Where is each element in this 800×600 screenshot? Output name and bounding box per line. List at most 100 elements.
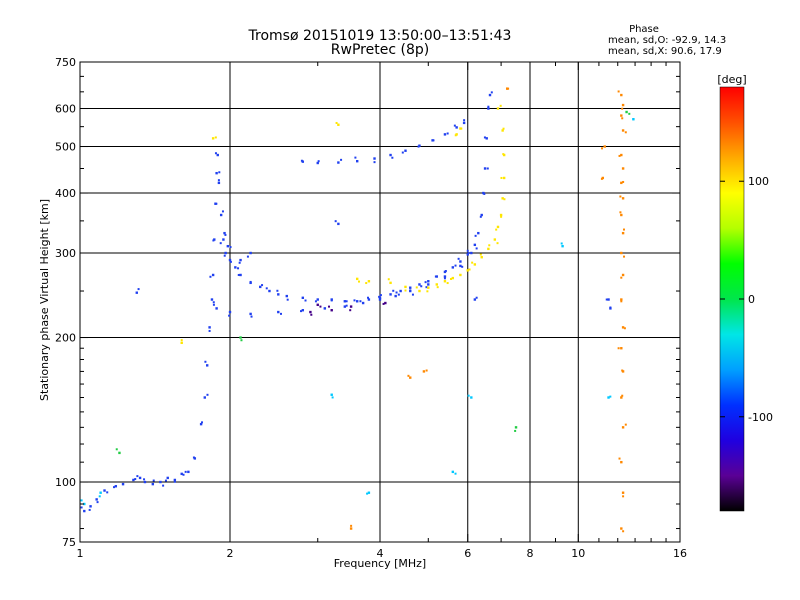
data-point [500, 176, 503, 179]
y-tick-label: 100 [55, 476, 76, 489]
data-point [334, 220, 337, 223]
data-point [331, 396, 334, 399]
data-point [259, 285, 262, 289]
data-point [475, 296, 478, 299]
data-point [427, 280, 430, 283]
data-point [162, 484, 165, 487]
data-point [228, 310, 232, 314]
data-point [378, 295, 381, 298]
data-point [304, 299, 307, 302]
data-point [215, 202, 218, 205]
chart-title-line2: RwPretec (8p) [331, 42, 429, 58]
data-point [96, 501, 99, 504]
data-point [216, 153, 219, 157]
data-point [211, 273, 215, 277]
data-point [618, 457, 621, 460]
data-point [463, 119, 466, 122]
data-point [268, 289, 271, 293]
data-point [159, 480, 162, 484]
grid [80, 62, 680, 542]
data-point [473, 298, 477, 301]
data-point [514, 426, 518, 429]
data-point [219, 242, 222, 245]
data-point [373, 157, 376, 160]
data-point [151, 482, 155, 486]
data-point [451, 276, 455, 280]
data-point [224, 251, 227, 255]
data-point [319, 305, 322, 308]
data-point [480, 256, 483, 259]
data-point [426, 290, 429, 293]
data-point [215, 307, 218, 310]
data-point [137, 288, 140, 291]
data-point [353, 299, 356, 302]
data-point [621, 129, 625, 132]
data-point [335, 121, 338, 124]
y-tick-label: 600 [55, 103, 76, 116]
data-point [496, 225, 500, 229]
data-point [625, 110, 628, 114]
data-point [471, 261, 474, 264]
data-point [620, 276, 623, 279]
data-point [468, 268, 471, 271]
data-point [180, 339, 183, 342]
data-point [234, 266, 237, 269]
data-point [404, 285, 407, 289]
data-point [277, 293, 280, 296]
data-point [379, 294, 382, 297]
data-point [507, 87, 510, 90]
data-point [389, 281, 392, 285]
data-point [488, 93, 492, 97]
data-point [502, 176, 506, 180]
data-point [395, 291, 398, 294]
data-point [624, 131, 627, 134]
data-point [621, 117, 624, 120]
data-point [479, 215, 482, 218]
data-point [409, 286, 412, 289]
data-point [354, 156, 357, 159]
phase-x-stats: mean, sd,X: 90.6, 17.9 [608, 46, 722, 57]
data-point [500, 215, 503, 218]
data-point [330, 393, 333, 396]
data-point [495, 228, 498, 231]
data-point [502, 153, 505, 156]
data-point [237, 267, 240, 270]
data-point [457, 257, 460, 260]
data-point [382, 302, 385, 305]
data-point [164, 479, 167, 482]
data-point [487, 247, 490, 251]
data-point [212, 303, 215, 306]
data-point [443, 275, 447, 278]
data-point [488, 244, 491, 247]
data-point [603, 145, 606, 148]
data-point [367, 491, 371, 494]
x-tick-label: 8 [527, 547, 534, 560]
data-point [443, 277, 446, 280]
data-point [623, 255, 626, 258]
data-point [328, 305, 331, 308]
y-axis-label: Stationary phase Virtual Height [km] [38, 199, 51, 401]
data-point [621, 231, 625, 235]
data-point [622, 228, 625, 231]
data-point [337, 123, 340, 126]
data-point [309, 310, 312, 314]
data-point [135, 291, 138, 294]
data-point [443, 280, 447, 283]
colorbar-ticks: 100 0 -100 [720, 175, 773, 424]
data-point [503, 198, 506, 201]
data-point [240, 339, 243, 342]
data-point [622, 180, 625, 183]
data-point [620, 347, 623, 350]
data-point [487, 105, 490, 108]
data-point [83, 502, 86, 506]
data-point [404, 149, 407, 152]
data-point [310, 313, 313, 316]
data-point [409, 376, 412, 379]
data-point [435, 283, 438, 286]
data-point [620, 213, 623, 217]
x-tick-label: 4 [377, 547, 384, 560]
data-point [427, 283, 430, 286]
data-point [89, 505, 92, 508]
data-point [317, 160, 320, 163]
data-point [561, 244, 564, 248]
